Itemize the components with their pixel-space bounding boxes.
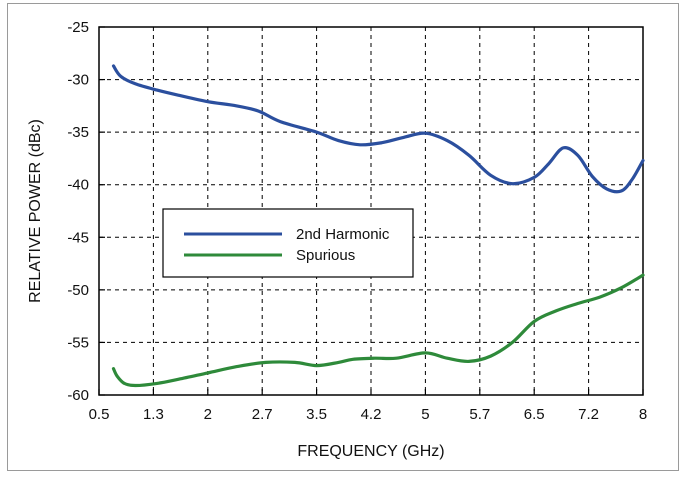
line-chart: 0.5 1.3 2 2.7 3.5 4.2 5 5.7 6.5 7.2 8 -25 -30 -35 -40 -… [27, 19, 647, 460]
series-line-spurious [111, 273, 645, 388]
x-tick-label: 5 [421, 406, 429, 423]
legend-label-2nd-harmonic: 2nd Harmonic [296, 226, 390, 243]
x-tick-label: 3.5 [306, 406, 327, 423]
y-tick-label: -60 [67, 387, 89, 404]
x-tick-label: 2 [204, 406, 212, 423]
series-line-2nd-harmonic [111, 64, 645, 194]
y-tick-label: -45 [67, 229, 89, 246]
y-tick-label: -50 [67, 282, 89, 299]
legend-label-spurious: Spurious [296, 247, 355, 264]
y-tick-label: -55 [67, 334, 89, 351]
x-tick-label: 4.2 [361, 406, 382, 423]
x-tick-label: 7.2 [578, 406, 599, 423]
x-tick-label: 2.7 [252, 406, 273, 423]
y-tick-label: -25 [67, 19, 89, 36]
x-tick-label: 1.3 [143, 406, 164, 423]
y-tick-label: -30 [67, 72, 89, 89]
x-tick-label: 6.5 [524, 406, 545, 423]
x-tick-label: 5.7 [469, 406, 490, 423]
legend: 2nd Harmonic Spurious [162, 208, 414, 278]
chart-frame: 0.5 1.3 2 2.7 3.5 4.2 5 5.7 6.5 7.2 8 -25 -30 -35 -40 -… [7, 3, 679, 471]
legend-box [162, 208, 414, 278]
y-axis-title: RELATIVE POWER (dBc) [27, 119, 44, 303]
y-tick-label: -40 [67, 177, 89, 194]
x-tick-label: 0.5 [89, 406, 110, 423]
y-tick-label: -35 [67, 124, 89, 141]
x-tick-label: 8 [639, 406, 647, 423]
x-axis-title: FREQUENCY (GHz) [297, 443, 444, 460]
